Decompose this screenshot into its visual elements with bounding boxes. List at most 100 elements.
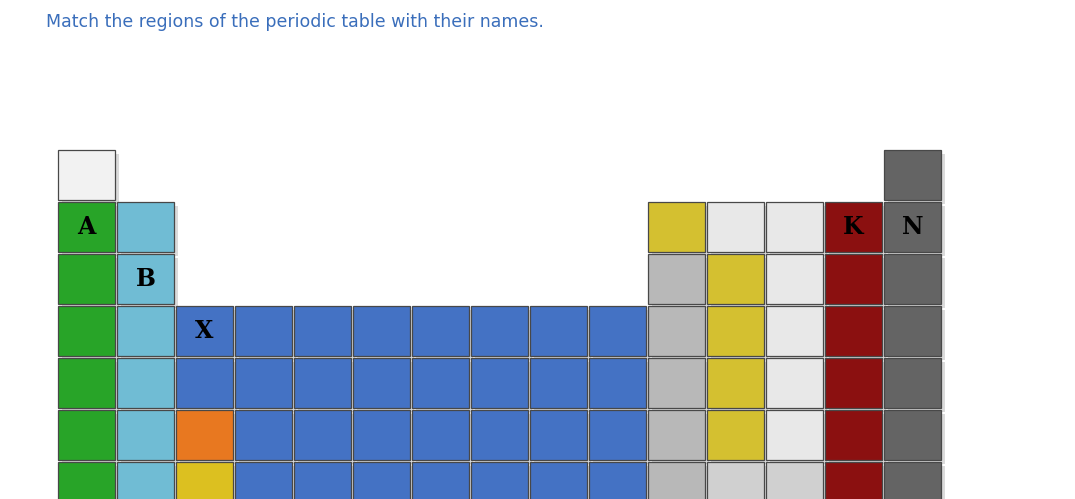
Text: Match the regions of the periodic table with their names.: Match the regions of the periodic table … <box>46 13 544 31</box>
Bar <box>298 414 355 464</box>
Bar <box>357 362 414 412</box>
Bar <box>766 306 823 356</box>
Bar <box>770 310 827 360</box>
Bar <box>180 310 236 360</box>
Bar <box>707 358 764 408</box>
Bar <box>648 462 705 499</box>
Bar <box>353 462 410 499</box>
Bar <box>239 362 296 412</box>
Bar <box>589 358 646 408</box>
Bar <box>475 414 532 464</box>
Bar <box>239 310 296 360</box>
Bar <box>707 306 764 356</box>
Bar <box>293 306 352 356</box>
Bar <box>298 310 355 360</box>
Bar <box>357 466 414 499</box>
Bar <box>58 358 115 408</box>
Bar <box>530 358 587 408</box>
Bar <box>770 206 827 256</box>
Bar <box>293 410 352 460</box>
Bar <box>707 202 764 252</box>
Bar <box>829 310 886 360</box>
Bar <box>530 462 587 499</box>
Bar <box>707 254 764 304</box>
Bar <box>121 258 178 308</box>
Text: A: A <box>77 215 96 239</box>
Bar <box>176 306 233 356</box>
Bar <box>829 206 886 256</box>
Bar <box>412 410 469 460</box>
Bar <box>239 414 296 464</box>
Bar <box>589 306 646 356</box>
Bar <box>117 306 174 356</box>
Bar <box>534 466 591 499</box>
Bar <box>648 410 705 460</box>
Bar <box>711 206 768 256</box>
Bar <box>471 410 528 460</box>
Bar <box>884 306 941 356</box>
Bar <box>62 206 119 256</box>
Bar <box>829 258 886 308</box>
Bar <box>58 202 115 252</box>
Bar <box>416 466 473 499</box>
Bar <box>707 462 764 499</box>
Bar <box>58 254 115 304</box>
Bar <box>121 466 178 499</box>
Bar <box>121 310 178 360</box>
Bar <box>58 306 115 356</box>
Bar <box>829 414 886 464</box>
Bar <box>589 410 646 460</box>
Text: N: N <box>902 215 923 239</box>
Bar <box>117 358 174 408</box>
Bar <box>770 414 827 464</box>
Bar <box>416 310 473 360</box>
Bar <box>121 414 178 464</box>
Bar <box>62 154 119 204</box>
Bar <box>530 410 587 460</box>
Bar <box>357 414 414 464</box>
Bar <box>653 414 710 464</box>
Bar <box>416 414 473 464</box>
Bar <box>825 462 881 499</box>
Bar <box>235 410 292 460</box>
Bar <box>825 306 881 356</box>
Bar <box>239 466 296 499</box>
Bar <box>707 410 764 460</box>
Bar <box>176 462 233 499</box>
Bar <box>888 362 945 412</box>
Bar <box>711 466 768 499</box>
Bar <box>471 462 528 499</box>
Bar <box>353 410 410 460</box>
Bar <box>770 466 827 499</box>
Bar <box>653 310 710 360</box>
Bar <box>117 410 174 460</box>
Bar <box>829 362 886 412</box>
Bar <box>475 310 532 360</box>
Bar <box>235 306 292 356</box>
Bar <box>180 362 236 412</box>
Bar <box>888 154 945 204</box>
Bar <box>653 362 710 412</box>
Bar <box>353 306 410 356</box>
Bar <box>412 462 469 499</box>
Bar <box>593 310 650 360</box>
Bar <box>766 462 823 499</box>
Bar <box>471 358 528 408</box>
Bar <box>884 150 941 200</box>
Bar <box>888 414 945 464</box>
Bar <box>176 358 233 408</box>
Bar <box>648 306 705 356</box>
Bar <box>298 466 355 499</box>
Bar <box>770 258 827 308</box>
Bar <box>825 202 881 252</box>
Bar <box>888 206 945 256</box>
Bar <box>412 306 469 356</box>
Bar <box>58 462 115 499</box>
Bar <box>766 410 823 460</box>
Bar <box>530 306 587 356</box>
Text: K: K <box>843 215 863 239</box>
Bar <box>589 462 646 499</box>
Bar <box>829 466 886 499</box>
Bar <box>884 358 941 408</box>
Bar <box>648 358 705 408</box>
